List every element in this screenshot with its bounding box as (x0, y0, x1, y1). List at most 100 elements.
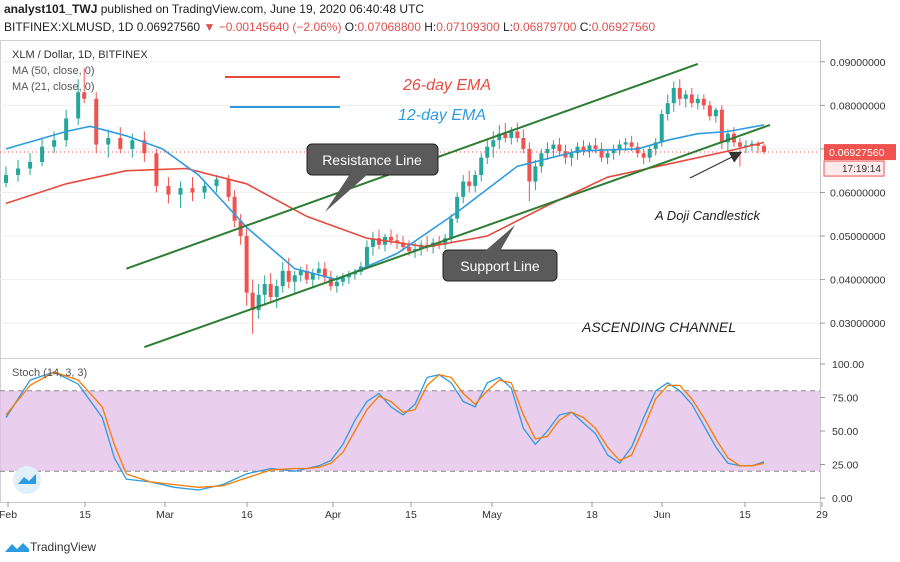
candle[interactable] (491, 131, 496, 158)
candle-body[interactable] (437, 242, 442, 245)
candle-body[interactable] (665, 103, 670, 115)
candle[interactable] (515, 122, 520, 143)
candle[interactable] (340, 273, 345, 287)
candle[interactable] (473, 170, 478, 193)
candle-body[interactable] (395, 240, 400, 243)
candle-body[interactable] (214, 179, 219, 186)
candle-body[interactable] (581, 146, 586, 152)
candle-body[interactable] (52, 140, 57, 147)
candle[interactable] (28, 153, 33, 176)
price-tick-label[interactable]: 0.03000000 (830, 318, 886, 330)
candle-body[interactable] (719, 109, 724, 143)
candle[interactable] (533, 159, 538, 191)
candle-body[interactable] (545, 148, 550, 154)
candle-body[interactable] (286, 270, 291, 282)
candle-body[interactable] (605, 153, 610, 158)
candle[interactable] (551, 140, 556, 158)
candle[interactable] (4, 166, 8, 188)
candle[interactable] (250, 279, 255, 335)
candle[interactable] (346, 270, 351, 284)
chart-frame[interactable]: 0.090000000.080000000.070000000.06000000… (0, 40, 900, 525)
candle[interactable] (677, 79, 682, 106)
time-tick-label[interactable]: Apr (325, 509, 342, 521)
candle-body[interactable] (334, 281, 339, 287)
candle-body[interactable] (623, 142, 628, 145)
candle-body[interactable] (659, 114, 664, 143)
candle-body[interactable] (641, 153, 646, 158)
candle-body[interactable] (533, 166, 538, 182)
ema26-line[interactable] (5, 141, 765, 248)
candle[interactable] (76, 79, 81, 125)
candle-body[interactable] (28, 161, 33, 169)
candle[interactable] (617, 140, 622, 156)
stochastic-series[interactable] (5, 371, 765, 491)
candle-body[interactable] (707, 105, 712, 117)
candle[interactable] (713, 107, 718, 123)
stoch-tick-label[interactable]: 100.00 (832, 359, 864, 371)
candle[interactable] (94, 92, 99, 154)
candle[interactable] (292, 270, 297, 293)
candle-body[interactable] (401, 242, 406, 247)
candle-body[interactable] (370, 238, 375, 247)
candle[interactable] (142, 131, 147, 162)
candle-body[interactable] (629, 142, 634, 147)
candle[interactable] (395, 233, 400, 250)
time-tick-label[interactable]: 16 (241, 509, 253, 521)
candle[interactable] (154, 148, 159, 193)
candle[interactable] (695, 94, 700, 110)
candle[interactable] (461, 175, 466, 204)
candle-body[interactable] (569, 153, 574, 158)
candle[interactable] (683, 90, 688, 108)
candle-body[interactable] (82, 92, 87, 99)
candle-body[interactable] (316, 268, 321, 274)
candle-body[interactable] (617, 144, 622, 149)
candle-body[interactable] (142, 140, 147, 154)
candle[interactable] (611, 144, 616, 160)
candle-body[interactable] (467, 181, 472, 186)
candle-body[interactable] (130, 140, 135, 149)
candle[interactable] (190, 177, 195, 202)
candle-body[interactable] (449, 218, 454, 239)
time-tick-label[interactable]: 15 (739, 509, 751, 521)
price-tick-label[interactable]: 0.09000000 (830, 57, 886, 69)
candle[interactable] (485, 140, 490, 165)
stoch-k-line[interactable] (5, 371, 765, 491)
candle[interactable] (665, 94, 670, 121)
candle-body[interactable] (166, 185, 171, 195)
tradingview-brand[interactable]: TradingView (30, 540, 97, 554)
candle-body[interactable] (479, 157, 484, 176)
time-tick-label[interactable]: May (482, 509, 503, 521)
candle[interactable] (455, 192, 460, 223)
candle-body[interactable] (725, 133, 730, 143)
candle[interactable] (316, 262, 321, 280)
candle-body[interactable] (346, 274, 351, 278)
candle[interactable] (82, 68, 87, 104)
candle[interactable] (425, 236, 430, 252)
ema12-line[interactable] (5, 124, 765, 281)
candle[interactable] (64, 109, 69, 147)
candle-body[interactable] (262, 283, 267, 295)
candle-body[interactable] (587, 145, 592, 152)
stoch-axis-labels[interactable]: 100.00 75.00 50.00 25.00 0.00 (820, 359, 864, 505)
time-tick-label[interactable]: Jun (654, 509, 671, 521)
price-tick-label[interactable]: 0.08000000 (830, 100, 886, 112)
candle[interactable] (202, 181, 207, 199)
stoch-tick-label[interactable]: 75.00 (832, 393, 858, 405)
candle-body[interactable] (599, 148, 604, 158)
candle-body[interactable] (280, 270, 285, 287)
candle-body[interactable] (761, 145, 766, 152)
candle[interactable] (310, 268, 315, 289)
candle-body[interactable] (64, 118, 69, 141)
candle-body[interactable] (232, 196, 237, 221)
time-tick-label[interactable]: Feb (0, 509, 17, 521)
candle-body[interactable] (515, 131, 520, 139)
candle[interactable] (527, 142, 532, 202)
tradingview-logo-icon[interactable] (4, 540, 30, 556)
candle[interactable] (605, 148, 610, 165)
candle-body[interactable] (461, 181, 466, 197)
candle[interactable] (166, 177, 171, 204)
candle-body[interactable] (557, 144, 562, 152)
candle-body[interactable] (40, 146, 45, 162)
candle-body[interactable] (647, 148, 652, 158)
candle-body[interactable] (364, 246, 369, 267)
